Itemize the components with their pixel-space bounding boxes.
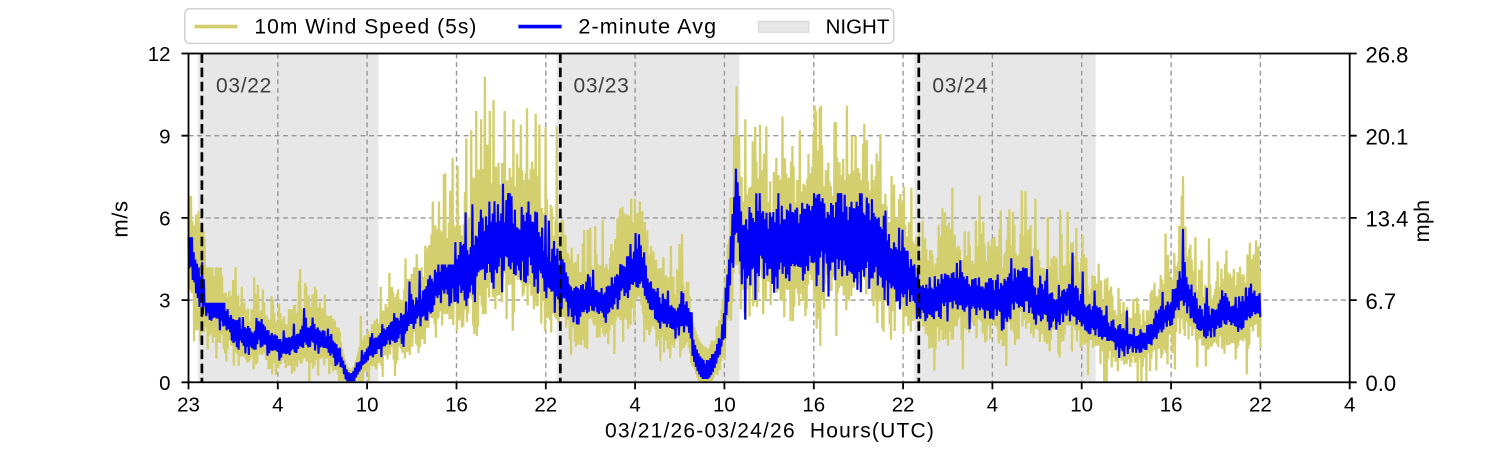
- svg-text:10: 10: [1070, 394, 1093, 417]
- svg-text:4: 4: [629, 394, 640, 417]
- svg-text:6: 6: [159, 208, 170, 231]
- svg-text:10: 10: [356, 394, 379, 417]
- svg-text:26.8: 26.8: [1366, 42, 1409, 67]
- svg-text:10m Wind Speed (5s): 10m Wind Speed (5s): [254, 16, 477, 39]
- svg-text:22: 22: [892, 394, 915, 417]
- svg-text:10: 10: [713, 394, 736, 417]
- svg-text:03/24: 03/24: [932, 75, 988, 98]
- svg-text:2-minute Avg: 2-minute Avg: [578, 15, 717, 39]
- svg-text:16: 16: [445, 394, 468, 417]
- svg-text:16: 16: [802, 394, 825, 417]
- svg-text:22: 22: [1249, 394, 1272, 417]
- svg-text:m/s: m/s: [108, 200, 133, 237]
- svg-text:0: 0: [159, 372, 170, 395]
- svg-text:03/22: 03/22: [216, 75, 272, 98]
- svg-text:0.0: 0.0: [1366, 371, 1397, 396]
- svg-text:4: 4: [1344, 394, 1355, 417]
- svg-text:03/23: 03/23: [574, 75, 630, 98]
- svg-text:4: 4: [987, 394, 998, 417]
- svg-text:12: 12: [148, 43, 171, 66]
- svg-text:23: 23: [177, 394, 200, 417]
- svg-text:mph: mph: [1410, 200, 1434, 243]
- svg-text:NIGHT: NIGHT: [826, 16, 890, 39]
- svg-text:3: 3: [159, 290, 170, 313]
- svg-text:22: 22: [534, 394, 557, 417]
- svg-text:6.7: 6.7: [1366, 289, 1397, 314]
- svg-text:16: 16: [1160, 394, 1183, 417]
- svg-text:4: 4: [272, 394, 283, 417]
- svg-text:03/21/26-03/24/26 Hours(UTC): 03/21/26-03/24/26 Hours(UTC): [605, 420, 935, 443]
- svg-text:13.4: 13.4: [1366, 207, 1409, 232]
- svg-text:9: 9: [159, 125, 170, 148]
- svg-text:20.1: 20.1: [1366, 125, 1409, 150]
